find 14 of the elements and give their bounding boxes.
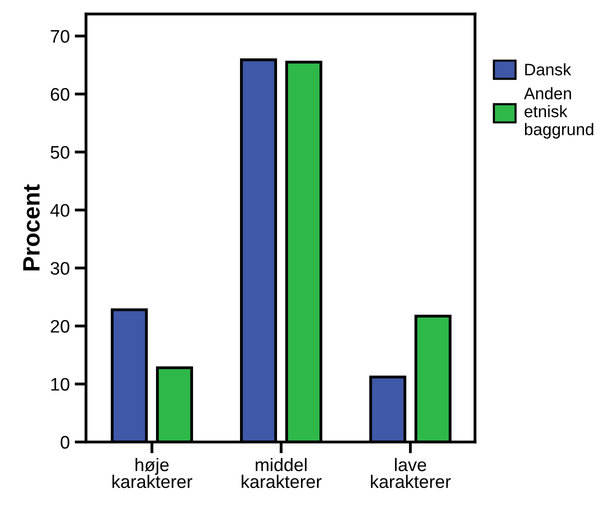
y-tick-label: 50 (50, 146, 70, 159)
y-tick-label: 60 (50, 88, 70, 101)
y-tick-label: 0 (60, 436, 70, 449)
y-tick-label: 40 (50, 204, 70, 217)
legend-label: Dansk (525, 63, 572, 76)
y-tick-label: 10 (51, 378, 70, 391)
legend-label: Anden etnisk baggrund (524, 87, 594, 139)
y-tick-label: 70 (50, 30, 70, 43)
y-tick-label: 20 (50, 320, 70, 333)
y-tick-label: 30 (50, 262, 70, 275)
y-axis-title: Procent (23, 184, 40, 270)
x-tick-label: høje karakterer (112, 458, 192, 488)
x-tick-label: middel karakterer (242, 458, 322, 488)
x-tick-label: lave karakterer (370, 458, 451, 488)
